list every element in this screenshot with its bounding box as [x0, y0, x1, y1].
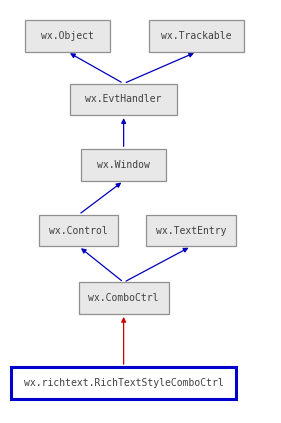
Bar — [11, 367, 236, 398]
Bar — [149, 20, 244, 52]
Text: wx.TextEntry: wx.TextEntry — [156, 225, 226, 236]
Bar — [39, 215, 118, 246]
Text: wx.Control: wx.Control — [49, 225, 108, 236]
Text: wx.Object: wx.Object — [41, 31, 94, 41]
Text: wx.EvtHandler: wx.EvtHandler — [85, 94, 162, 104]
Text: wx.richtext.RichTextStyleComboCtrl: wx.richtext.RichTextStyleComboCtrl — [24, 378, 223, 388]
Bar — [70, 84, 177, 115]
Bar — [146, 215, 236, 246]
Text: wx.Trackable: wx.Trackable — [162, 31, 232, 41]
Bar — [25, 20, 110, 52]
Bar — [81, 149, 166, 181]
Text: wx.ComboCtrl: wx.ComboCtrl — [89, 293, 159, 303]
Bar — [79, 283, 169, 314]
Text: wx.Window: wx.Window — [97, 160, 150, 170]
